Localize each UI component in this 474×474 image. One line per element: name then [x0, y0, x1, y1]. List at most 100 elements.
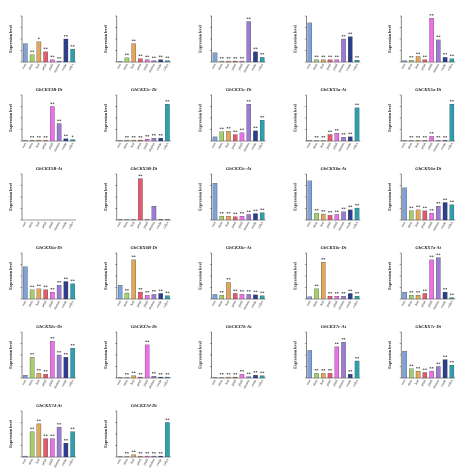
- bar: [449, 364, 455, 379]
- bar: [422, 210, 428, 221]
- bar: [314, 59, 319, 63]
- significance-mark: **: [138, 372, 143, 377]
- category-label: stamen: [148, 300, 156, 311]
- bar: [43, 438, 48, 458]
- bar: [415, 209, 421, 221]
- y-axis-label: Expression level: [8, 261, 13, 289]
- chart-panel: Expression levelroot**stem*leaf**petal**…: [8, 15, 76, 73]
- significance-mark: **: [436, 252, 441, 257]
- bar: [29, 357, 35, 379]
- bar: [158, 219, 163, 221]
- bar: [232, 376, 238, 379]
- category-label: leaf: [414, 378, 420, 385]
- bar: [246, 214, 251, 221]
- category-label: root: [116, 458, 122, 465]
- category-label: ovule: [155, 142, 162, 151]
- category-label: calyx: [67, 300, 74, 309]
- bar: [131, 259, 136, 300]
- category-label: root: [116, 221, 122, 228]
- bar: [321, 213, 326, 221]
- category-label: leaf: [319, 378, 325, 385]
- significance-mark: **: [70, 279, 75, 284]
- category-label: pistil: [47, 300, 54, 308]
- y-axis-label: Expression level: [292, 24, 297, 52]
- category-label: pistil: [237, 142, 244, 150]
- significance-mark: **: [145, 340, 150, 345]
- category-label: leaf: [35, 62, 41, 69]
- y-axis-label: Expression level: [292, 103, 297, 131]
- significance-mark: **: [253, 370, 258, 375]
- bar: [415, 370, 421, 379]
- significance-mark: **: [416, 205, 421, 210]
- significance-mark: **: [158, 372, 163, 377]
- category-label: ovule: [61, 300, 68, 309]
- significance-mark: **: [64, 438, 69, 443]
- significance-mark: **: [37, 368, 42, 373]
- significance-mark: **: [240, 56, 245, 61]
- significance-mark: **: [253, 47, 258, 52]
- category-label: stamen: [148, 379, 156, 390]
- significance-mark: **: [158, 55, 163, 60]
- category-label: ovule: [345, 142, 352, 151]
- significance-mark: **: [321, 209, 326, 214]
- category-label: petal: [230, 300, 237, 308]
- category-label: petal: [41, 300, 48, 308]
- category-label: calyx: [162, 300, 169, 309]
- bar: [219, 131, 224, 142]
- category-label: calyx: [257, 63, 264, 72]
- significance-mark: **: [247, 16, 252, 21]
- category-label: stem: [122, 63, 129, 71]
- bar: [29, 431, 35, 458]
- significance-mark: **: [328, 55, 333, 60]
- significance-mark: **: [450, 54, 455, 59]
- bar: [442, 291, 448, 300]
- category-label: ovule: [440, 221, 447, 230]
- bar: [334, 296, 340, 300]
- significance-mark: **: [260, 291, 265, 296]
- significance-mark: **: [165, 417, 170, 422]
- bar: [253, 294, 258, 300]
- y-axis-label: Expression level: [387, 103, 392, 131]
- panel-title: GhCKX6B-Dt: [131, 245, 158, 250]
- significance-mark: **: [30, 285, 35, 290]
- bar: [158, 59, 163, 63]
- significance-mark: **: [416, 51, 421, 56]
- bar: [70, 48, 75, 63]
- category-label: leaf: [319, 299, 325, 306]
- chart-panel: Expression levelroot**stem**leaf**petal*…: [292, 15, 361, 73]
- bar: [151, 206, 157, 221]
- significance-mark: **: [335, 291, 340, 296]
- significance-mark: **: [131, 135, 136, 140]
- category-label: leaf: [35, 299, 41, 306]
- significance-mark: **: [328, 129, 333, 134]
- significance-mark: **: [233, 372, 238, 377]
- significance-mark: **: [37, 284, 42, 289]
- category-label: calyx: [162, 221, 169, 230]
- significance-mark: **: [37, 135, 42, 140]
- category-label: root: [400, 379, 406, 386]
- bar: [436, 366, 441, 379]
- significance-mark: **: [409, 206, 414, 211]
- category-label: ovule: [250, 300, 257, 309]
- panel-title: GhCKX5B-At: [36, 166, 63, 171]
- significance-mark: **: [450, 99, 455, 104]
- category-label: pistil: [332, 63, 339, 71]
- bar: [144, 139, 150, 142]
- bar: [334, 214, 340, 221]
- significance-mark: **: [220, 211, 225, 216]
- category-label: stem: [217, 221, 224, 229]
- bar: [307, 180, 313, 221]
- category-label: root: [305, 379, 311, 386]
- significance-mark: **: [226, 126, 231, 131]
- category-label: stem: [312, 300, 319, 308]
- significance-mark: **: [30, 352, 35, 357]
- category-label: root: [305, 221, 311, 228]
- bar: [219, 60, 224, 63]
- category-label: calyx: [162, 379, 169, 388]
- panel-title: GhCKX7b-At: [226, 324, 252, 329]
- category-label: leaf: [224, 141, 230, 148]
- bar: [422, 140, 428, 142]
- category-label: stamen: [148, 63, 156, 74]
